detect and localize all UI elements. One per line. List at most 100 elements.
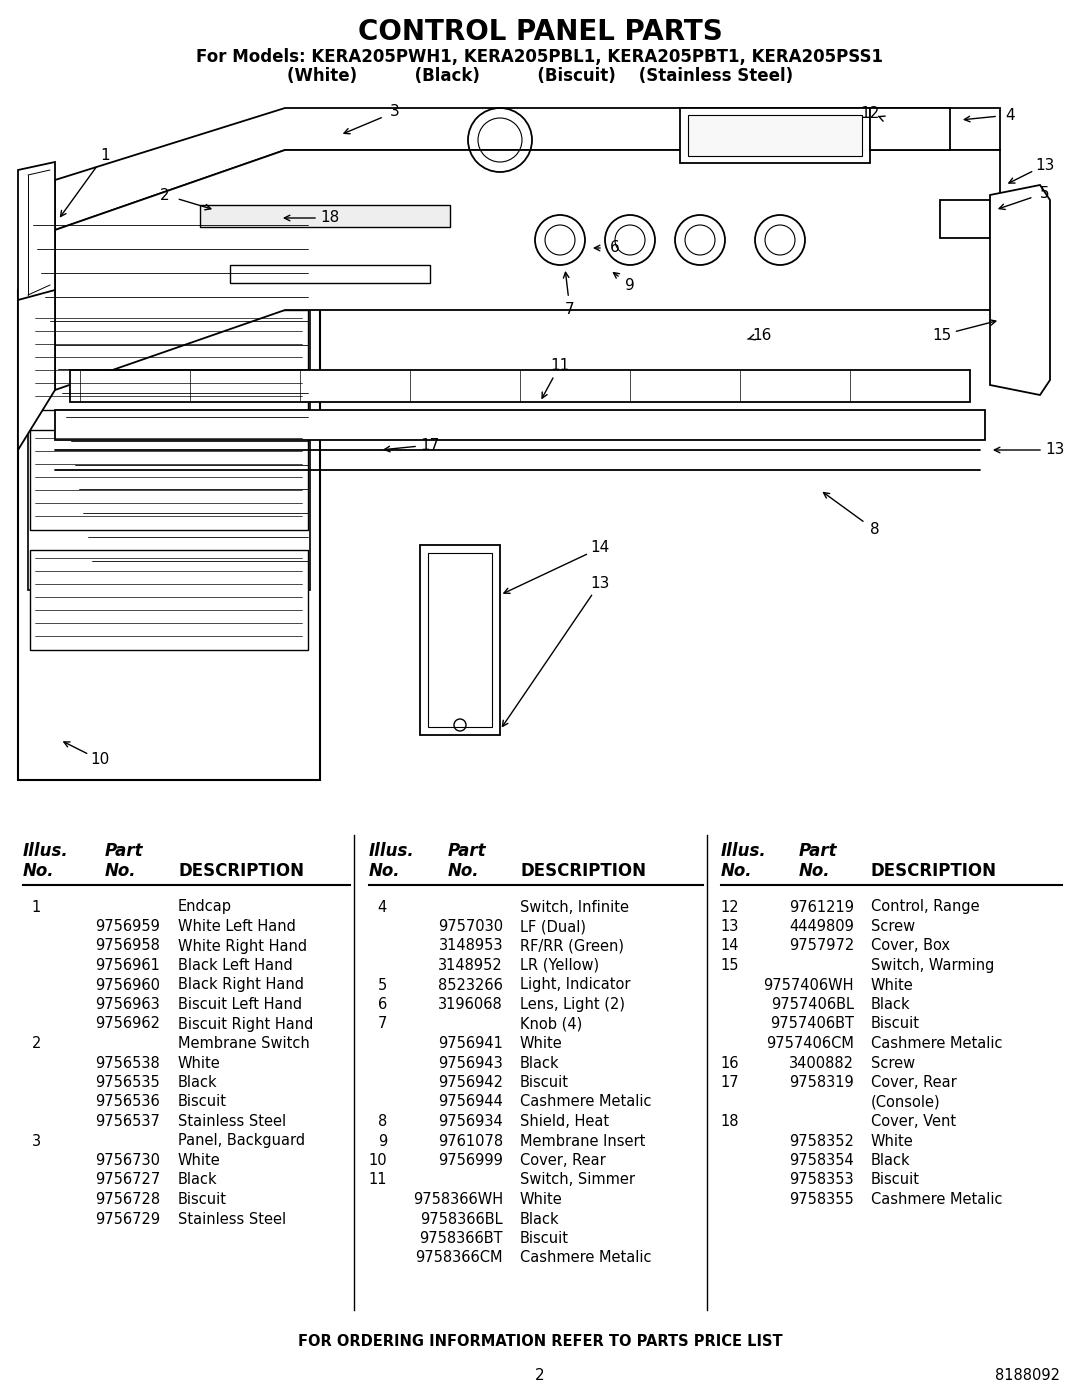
- Text: 9758366CM: 9758366CM: [416, 1250, 503, 1266]
- Text: Shield, Heat: Shield, Heat: [519, 1113, 609, 1129]
- Text: 8523266: 8523266: [438, 978, 503, 992]
- Text: 9756943: 9756943: [438, 1056, 503, 1070]
- Bar: [940, 200, 990, 237]
- Text: 7: 7: [565, 303, 575, 317]
- Polygon shape: [55, 108, 1000, 231]
- Text: 9756963: 9756963: [95, 997, 160, 1011]
- Text: Cashmere Metalic: Cashmere Metalic: [870, 1037, 1002, 1051]
- Text: Switch, Warming: Switch, Warming: [870, 958, 995, 972]
- Text: 9757406CM: 9757406CM: [766, 1037, 854, 1051]
- Text: 8: 8: [870, 522, 880, 538]
- Text: 12: 12: [861, 106, 879, 120]
- Text: 9756958: 9756958: [95, 939, 160, 954]
- Text: 8: 8: [378, 1113, 387, 1129]
- Text: Screw: Screw: [870, 919, 915, 935]
- Text: 13: 13: [1045, 443, 1065, 457]
- Text: White Right Hand: White Right Hand: [178, 939, 307, 954]
- Text: Stainless Steel: Stainless Steel: [178, 1211, 286, 1227]
- Text: Cashmere Metalic: Cashmere Metalic: [519, 1094, 651, 1109]
- Text: DESCRIPTION: DESCRIPTION: [519, 862, 646, 880]
- Text: 3148952: 3148952: [438, 958, 503, 972]
- Text: RF/RR (Green): RF/RR (Green): [519, 939, 624, 954]
- Polygon shape: [55, 149, 1000, 390]
- Text: Cashmere Metalic: Cashmere Metalic: [870, 1192, 1002, 1207]
- Text: Panel, Backguard: Panel, Backguard: [178, 1133, 306, 1148]
- Text: No.: No.: [721, 862, 753, 880]
- Text: White: White: [870, 978, 914, 992]
- Text: 7: 7: [378, 1017, 387, 1031]
- Text: 13: 13: [720, 919, 739, 935]
- Text: LR (Yellow): LR (Yellow): [519, 958, 599, 972]
- Text: Biscuit: Biscuit: [519, 1076, 569, 1090]
- Text: 9757406BL: 9757406BL: [771, 997, 854, 1011]
- Text: Biscuit: Biscuit: [178, 1192, 227, 1207]
- Polygon shape: [28, 210, 310, 590]
- Text: Biscuit Right Hand: Biscuit Right Hand: [178, 1017, 313, 1031]
- Text: 5: 5: [1040, 186, 1050, 201]
- Text: DESCRIPTION: DESCRIPTION: [178, 862, 303, 880]
- Text: Illus.: Illus.: [23, 842, 69, 861]
- Text: 9758319: 9758319: [789, 1076, 854, 1090]
- Text: 9761078: 9761078: [437, 1133, 503, 1148]
- Text: Biscuit: Biscuit: [870, 1172, 920, 1187]
- Text: 1: 1: [100, 148, 110, 162]
- Text: 9756536: 9756536: [95, 1094, 160, 1109]
- Bar: [30, 310, 308, 409]
- Text: For Models: KERA205PWH1, KERA205PBL1, KERA205PBT1, KERA205PSS1: For Models: KERA205PWH1, KERA205PBL1, KE…: [197, 47, 883, 66]
- Text: 4: 4: [1005, 108, 1015, 123]
- Text: CONTROL PANEL PARTS: CONTROL PANEL PARTS: [357, 18, 723, 46]
- Text: Illus.: Illus.: [369, 842, 415, 861]
- Text: 9756535: 9756535: [95, 1076, 160, 1090]
- Text: 9756934: 9756934: [438, 1113, 503, 1129]
- Text: Lens, Light (2): Lens, Light (2): [519, 997, 625, 1011]
- Text: 9: 9: [378, 1133, 387, 1148]
- Text: Black: Black: [178, 1076, 218, 1090]
- Text: 8188092: 8188092: [995, 1368, 1059, 1383]
- Text: 9756727: 9756727: [95, 1172, 160, 1187]
- Text: White: White: [870, 1133, 914, 1148]
- Text: Biscuit: Biscuit: [178, 1094, 227, 1109]
- Text: Membrane Switch: Membrane Switch: [178, 1037, 310, 1051]
- Polygon shape: [990, 184, 1050, 395]
- Text: Biscuit: Biscuit: [870, 1017, 920, 1031]
- Text: 18: 18: [321, 211, 339, 225]
- Text: 2: 2: [536, 1368, 544, 1383]
- Text: Cover, Rear: Cover, Rear: [870, 1076, 957, 1090]
- Text: 9756960: 9756960: [95, 978, 160, 992]
- Text: Light, Indicator: Light, Indicator: [519, 978, 631, 992]
- Text: Black Left Hand: Black Left Hand: [178, 958, 293, 972]
- Text: 2: 2: [31, 1037, 41, 1051]
- Text: 9756730: 9756730: [95, 1153, 160, 1168]
- Text: 12: 12: [720, 900, 739, 915]
- Bar: [420, 545, 500, 735]
- Bar: [688, 115, 862, 156]
- Text: 9: 9: [625, 278, 635, 292]
- Text: No.: No.: [369, 862, 401, 880]
- Text: 17: 17: [720, 1076, 739, 1090]
- Text: 9757406WH: 9757406WH: [764, 978, 854, 992]
- Text: 13: 13: [1036, 158, 1055, 172]
- Text: Black: Black: [519, 1056, 559, 1070]
- Text: 3: 3: [32, 1133, 41, 1148]
- Text: 6: 6: [610, 240, 620, 256]
- Text: 9757406BT: 9757406BT: [770, 1017, 854, 1031]
- Bar: [70, 370, 970, 402]
- Text: 9756962: 9756962: [95, 1017, 160, 1031]
- Text: Illus.: Illus.: [721, 842, 767, 861]
- Text: Screw: Screw: [870, 1056, 915, 1070]
- Polygon shape: [18, 162, 55, 300]
- Text: 14: 14: [720, 939, 739, 954]
- Text: 17: 17: [420, 437, 440, 453]
- Text: 9756961: 9756961: [95, 958, 160, 972]
- Text: Cover, Rear: Cover, Rear: [519, 1153, 606, 1168]
- Polygon shape: [18, 170, 320, 780]
- Text: 18: 18: [720, 1113, 739, 1129]
- Text: Part: Part: [105, 842, 144, 861]
- Bar: [30, 550, 308, 650]
- Text: (Console): (Console): [870, 1094, 941, 1109]
- Text: Switch, Simmer: Switch, Simmer: [519, 1172, 635, 1187]
- Text: 15: 15: [720, 958, 739, 972]
- Bar: [30, 430, 308, 529]
- Text: 2: 2: [160, 187, 170, 203]
- Text: 10: 10: [91, 753, 110, 767]
